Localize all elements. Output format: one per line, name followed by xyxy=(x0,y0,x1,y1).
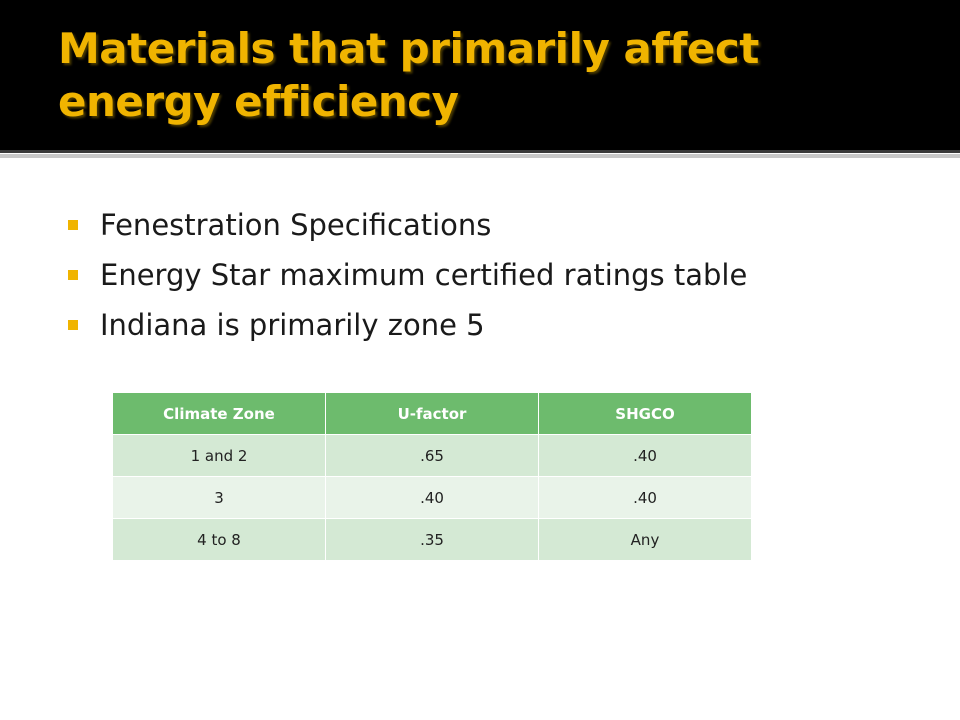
table-cell: 1 and 2 xyxy=(112,434,326,477)
bullet-text: Fenestration Specifications xyxy=(100,208,492,242)
square-bullet-icon xyxy=(68,320,78,330)
table-cell: .40 xyxy=(538,434,752,477)
bullet-item: Fenestration Specifications xyxy=(68,200,747,250)
square-bullet-icon xyxy=(68,220,78,230)
slide-title: Materials that primarily affect energy e… xyxy=(58,24,759,126)
table-cell: Any xyxy=(538,518,752,561)
table-row: 4 to 8 .35 Any xyxy=(112,518,752,561)
square-bullet-icon xyxy=(68,270,78,280)
column-header-u-factor: U-factor xyxy=(325,392,539,435)
bullet-item: Energy Star maximum certified ratings ta… xyxy=(68,250,747,300)
title-divider-accent xyxy=(0,154,960,158)
title-divider xyxy=(0,150,960,153)
table-cell: 4 to 8 xyxy=(112,518,326,561)
table-cell: 3 xyxy=(112,476,326,519)
bullet-item: Indiana is primarily zone 5 xyxy=(68,300,747,350)
table-cell: .40 xyxy=(325,476,539,519)
table-header-row: Climate Zone U-factor SHGCO xyxy=(112,392,752,435)
table-cell: .40 xyxy=(538,476,752,519)
bullet-text: Indiana is primarily zone 5 xyxy=(100,308,485,342)
bullet-text: Energy Star maximum certified ratings ta… xyxy=(100,258,748,292)
table-row: 1 and 2 .65 .40 xyxy=(112,434,752,477)
title-bar: Materials that primarily affect energy e… xyxy=(0,0,960,150)
ratings-table: Climate Zone U-factor SHGCO 1 and 2 .65 … xyxy=(112,392,752,561)
column-header-climate-zone: Climate Zone xyxy=(112,392,326,435)
bullet-list: Fenestration Specifications Energy Star … xyxy=(68,200,747,350)
column-header-shgco: SHGCO xyxy=(538,392,752,435)
table-row: 3 .40 .40 xyxy=(112,476,752,519)
table-cell: .65 xyxy=(325,434,539,477)
table-cell: .35 xyxy=(325,518,539,561)
